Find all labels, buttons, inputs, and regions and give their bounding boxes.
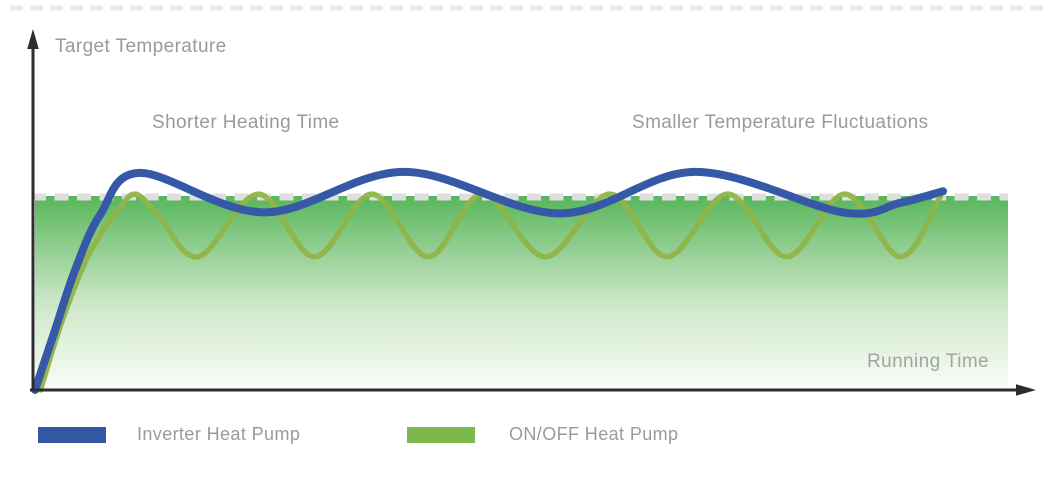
legend-swatch-onoff	[407, 427, 475, 443]
x-axis-arrow-icon	[1016, 384, 1036, 396]
legend-label-onoff: ON/OFF Heat Pump	[509, 424, 679, 444]
inverter-heat-pump-curve	[31, 167, 947, 394]
y-axis-arrow-icon	[27, 29, 39, 49]
x-axis-label: Running Time	[867, 351, 990, 372]
legend-swatch-inverter	[38, 427, 106, 443]
annotation-shorter-heating-time: Shorter Heating Time	[152, 112, 340, 133]
target-fill-area	[35, 196, 1008, 388]
y-axis-label: Target Temperature	[55, 36, 227, 57]
annotation-smaller-temperature-fluctuations: Smaller Temperature Fluctuations	[632, 112, 929, 133]
legend-label-inverter: Inverter Heat Pump	[137, 424, 301, 444]
onoff-heat-pump-curve	[37, 191, 944, 393]
